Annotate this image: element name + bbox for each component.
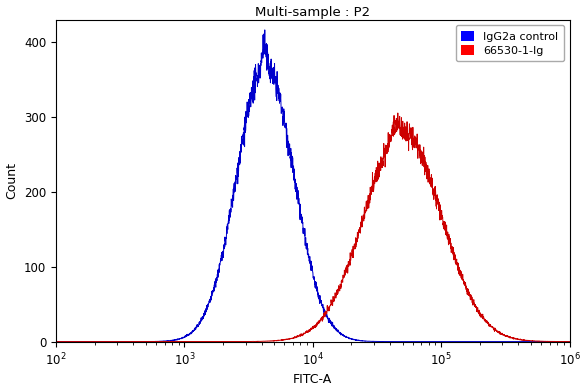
X-axis label: FITC-A: FITC-A [293,374,332,387]
Legend: IgG2a control, 66530-1-Ig: IgG2a control, 66530-1-Ig [455,25,564,61]
Y-axis label: Count: Count [5,162,19,199]
Title: Multi-sample : P2: Multi-sample : P2 [255,5,370,18]
